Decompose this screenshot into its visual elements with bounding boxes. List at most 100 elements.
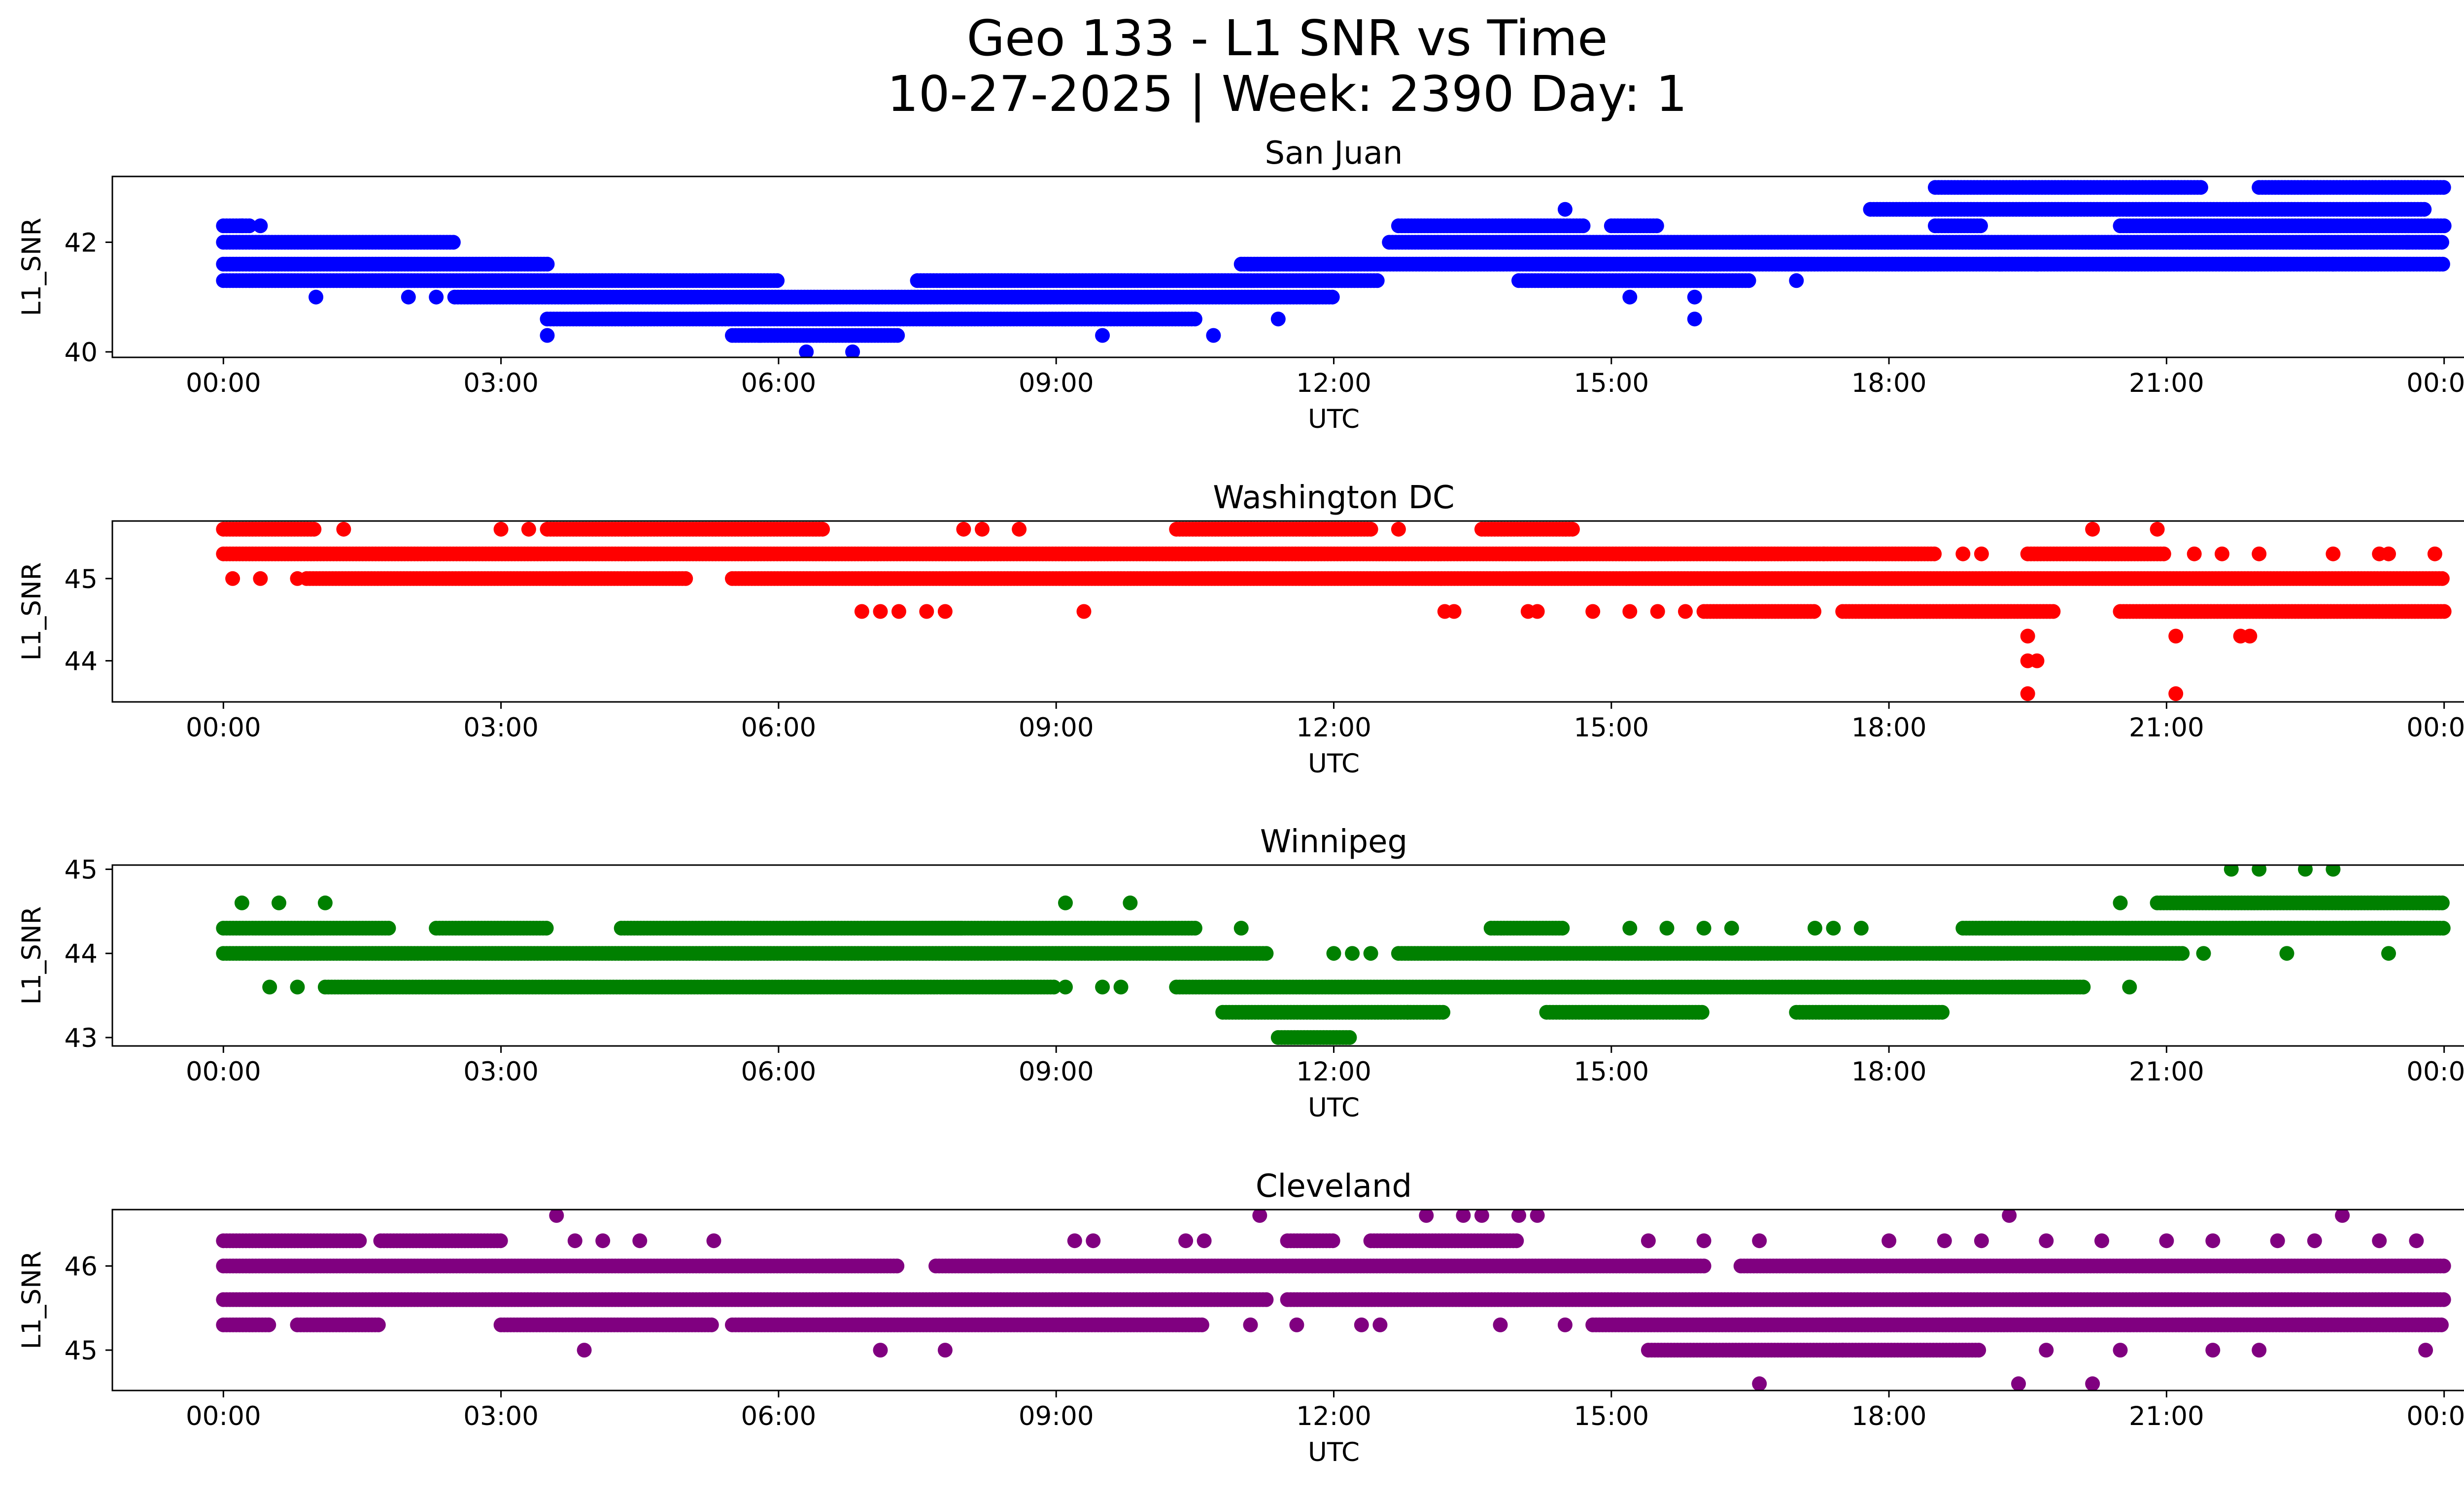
data-point xyxy=(1270,312,1286,327)
data-point xyxy=(1789,273,1804,288)
x-tick-label: 15:00 xyxy=(1574,368,1649,398)
data-point xyxy=(891,604,906,619)
x-tick-label: 12:00 xyxy=(1296,713,1371,743)
x-tick-label: 09:00 xyxy=(1019,713,1094,743)
data-point xyxy=(2436,180,2451,195)
x-tick-label: 18:00 xyxy=(1851,368,1927,398)
data-point xyxy=(1927,546,1942,561)
data-point xyxy=(854,604,869,619)
data-point xyxy=(307,522,322,537)
data-point xyxy=(1575,218,1591,234)
data-point xyxy=(2029,256,2045,272)
data-point xyxy=(919,604,934,619)
x-tick-label: 00:00 xyxy=(186,368,261,398)
data-point xyxy=(308,289,324,305)
x-axis-label: UTC xyxy=(1308,749,1360,779)
y-tick-label: 42 xyxy=(65,228,98,258)
figure-title-line2: 10-27-2025 | Week: 2390 Day: 1 xyxy=(887,65,1687,123)
data-point xyxy=(975,522,990,537)
data-markers xyxy=(216,180,2452,357)
data-point xyxy=(2046,604,2061,619)
y-tick-label: 40 xyxy=(65,338,98,368)
data-point xyxy=(1992,256,2008,272)
data-point xyxy=(336,522,351,537)
data-point xyxy=(539,921,554,936)
data-point xyxy=(381,921,396,936)
panel-title: Washington DC xyxy=(1213,480,1454,516)
data-point xyxy=(2242,628,2258,644)
data-point xyxy=(2020,686,2035,701)
data-point xyxy=(2029,653,2045,668)
data-point xyxy=(678,571,693,586)
x-tick-label: 09:00 xyxy=(1019,368,1094,398)
data-point xyxy=(2381,546,2396,561)
data-point xyxy=(2193,180,2208,195)
panel-title: Winnipeg xyxy=(1260,824,1407,860)
data-point xyxy=(1741,273,1756,288)
data-point xyxy=(2168,628,2184,644)
data-point xyxy=(1650,604,1665,619)
data-point xyxy=(1076,604,1092,619)
data-point xyxy=(2434,571,2450,586)
data-point xyxy=(1622,289,1638,305)
data-point xyxy=(253,218,268,234)
data-point xyxy=(1187,312,1202,327)
data-point xyxy=(1369,273,1385,288)
data-point xyxy=(540,328,555,343)
data-point xyxy=(1095,328,1110,343)
x-tick-label: 06:00 xyxy=(741,713,817,743)
data-point xyxy=(1687,312,1702,327)
data-point xyxy=(290,571,305,586)
data-point xyxy=(1391,522,1406,537)
data-point xyxy=(2436,604,2452,619)
data-point xyxy=(540,256,555,272)
data-point xyxy=(799,344,814,357)
data-point xyxy=(2436,218,2452,234)
x-tick-label: 00:00 xyxy=(2406,713,2464,743)
x-tick-label: 18:00 xyxy=(1851,713,1927,743)
data-point xyxy=(1807,604,1821,619)
y-axis-label: L1_SNR xyxy=(17,562,47,661)
data-point xyxy=(1259,946,1274,961)
data-point xyxy=(2187,546,2202,561)
data-point xyxy=(493,522,509,537)
data-point xyxy=(1649,218,1664,234)
data-point xyxy=(770,273,785,288)
data-point xyxy=(890,328,905,343)
data-point xyxy=(2020,628,2035,644)
data-point xyxy=(1012,522,1027,537)
x-tick-label: 21:00 xyxy=(2129,713,2204,743)
data-point xyxy=(1955,546,1971,561)
data-point xyxy=(1325,289,1340,305)
data-point xyxy=(1687,289,1702,305)
data-point xyxy=(2156,546,2171,561)
x-tick-label: 03:00 xyxy=(463,713,539,743)
data-point xyxy=(1585,604,1601,619)
data-point xyxy=(1557,202,1573,217)
x-tick-label: 06:00 xyxy=(741,368,817,398)
data-markers xyxy=(216,522,2452,701)
x-axis-label: UTC xyxy=(1308,404,1360,434)
data-point xyxy=(2399,235,2415,250)
data-point xyxy=(2252,546,2267,561)
data-point xyxy=(1446,604,1462,619)
data-point xyxy=(1973,218,1988,234)
panel-title: San Juan xyxy=(1265,135,1403,172)
data-point xyxy=(2326,256,2341,272)
data-point xyxy=(521,522,536,537)
data-point xyxy=(2326,546,2341,561)
data-point xyxy=(1206,328,1221,343)
data-point xyxy=(1565,522,1580,537)
data-point xyxy=(956,522,971,537)
data-point xyxy=(2427,546,2442,561)
data-point xyxy=(1678,604,1693,619)
data-point xyxy=(429,289,444,305)
data-point xyxy=(2435,256,2450,272)
data-point xyxy=(753,328,768,343)
data-point xyxy=(845,344,860,357)
data-point xyxy=(234,218,249,234)
